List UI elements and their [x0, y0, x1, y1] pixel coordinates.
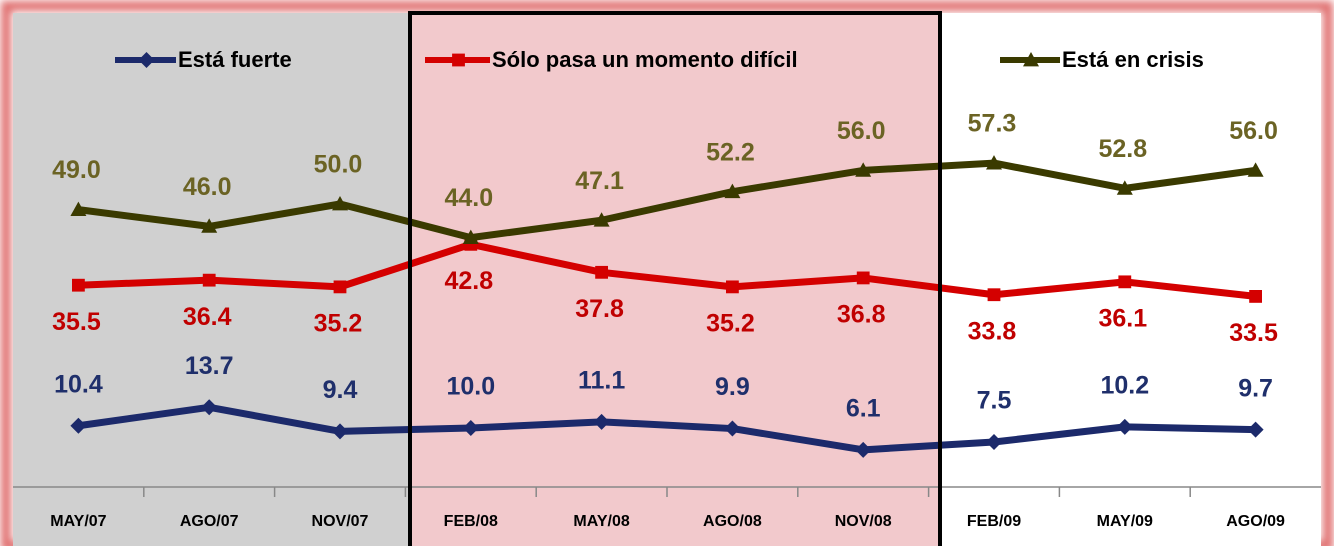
x-tick-label: FEB/08	[444, 513, 498, 530]
data-label: 7.5	[977, 387, 1012, 415]
data-label: 44.0	[444, 184, 493, 212]
data-point	[593, 212, 610, 227]
legend-label: Está en crisis	[1062, 47, 1204, 72]
x-tick-label: AGO/07	[180, 513, 239, 530]
data-point	[333, 280, 347, 294]
data-label: 52.2	[706, 138, 755, 166]
x-tick-label: MAY/09	[1097, 513, 1153, 530]
data-point	[724, 183, 741, 199]
data-label: 6.1	[846, 394, 881, 422]
data-label: 56.0	[837, 117, 886, 145]
data-label: 52.8	[1098, 135, 1147, 163]
data-label: 9.4	[323, 376, 358, 404]
data-label: 9.9	[715, 373, 750, 401]
data-label: 35.5	[52, 308, 101, 336]
series-line	[78, 240, 1256, 300]
legend-marker	[138, 52, 155, 68]
data-label: 33.8	[968, 317, 1017, 345]
data-label: 35.2	[706, 309, 755, 337]
data-label: 57.3	[968, 110, 1017, 138]
data-point	[70, 201, 87, 216]
data-label: 46.0	[183, 173, 232, 201]
data-point	[1116, 418, 1133, 435]
data-label: 36.4	[183, 303, 232, 331]
data-label: 10.4	[54, 370, 103, 398]
data-label: 13.7	[185, 352, 234, 380]
data-point	[202, 273, 216, 287]
plot: MAY/07 AGO/07 NOV/07 FEB/08 MAY/08 AGO/08 NOV/…	[50, 47, 1285, 530]
x-tick-label: NOV/07	[312, 513, 369, 530]
legend-marker	[452, 53, 465, 67]
series-line	[77, 403, 1256, 454]
data-point	[1249, 290, 1262, 303]
x-tick-label: NOV/08	[835, 513, 892, 530]
data-point	[595, 265, 608, 279]
x-tick-label: FEB/09	[967, 513, 1021, 530]
data-label: 36.1	[1098, 304, 1147, 332]
data-label: 11.1	[578, 366, 625, 394]
data-point	[593, 413, 610, 430]
data-point	[1247, 162, 1264, 177]
data-label: 42.8	[444, 267, 493, 295]
data-point	[462, 420, 479, 436]
data-point	[332, 423, 348, 440]
data-label: 9.7	[1238, 374, 1273, 402]
data-point	[986, 155, 1002, 170]
legend-label: Está fuerte	[178, 47, 292, 72]
data-point	[724, 420, 741, 437]
data-point	[1116, 180, 1133, 195]
data-point	[986, 434, 1002, 450]
data-label: 33.5	[1229, 319, 1278, 347]
data-point	[726, 280, 739, 294]
x-tick-label: AGO/08	[703, 513, 762, 530]
data-label: 35.2	[314, 309, 363, 337]
data-label: 10.2	[1100, 371, 1149, 399]
data-label: 37.8	[575, 295, 624, 323]
data-point	[201, 218, 218, 233]
data-point	[72, 278, 85, 292]
data-label: 36.8	[837, 301, 886, 329]
x-tick-label: MAY/07	[50, 513, 106, 530]
data-label: 56.0	[1229, 117, 1278, 145]
series-line	[77, 159, 1257, 242]
data-label: 50.0	[314, 151, 363, 179]
data-point	[987, 288, 1001, 302]
data-point	[1118, 275, 1132, 289]
data-point	[855, 162, 872, 177]
data-point	[1247, 421, 1264, 438]
data-label: 47.1	[575, 167, 624, 195]
data-label: 10.0	[446, 373, 495, 401]
legend-marker	[1023, 52, 1039, 67]
x-tick-label: AGO/09	[1226, 513, 1285, 530]
data-label: 49.0	[52, 156, 101, 184]
data-point	[855, 441, 872, 458]
data-point	[462, 229, 479, 244]
highlight-box	[408, 11, 942, 546]
data-point	[70, 417, 87, 434]
x-tick-label: MAY/08	[573, 513, 629, 530]
data-point	[201, 399, 218, 416]
legend-label: Sólo pasa un momento difícil	[492, 47, 798, 72]
data-point	[332, 196, 348, 211]
data-point	[856, 271, 870, 285]
